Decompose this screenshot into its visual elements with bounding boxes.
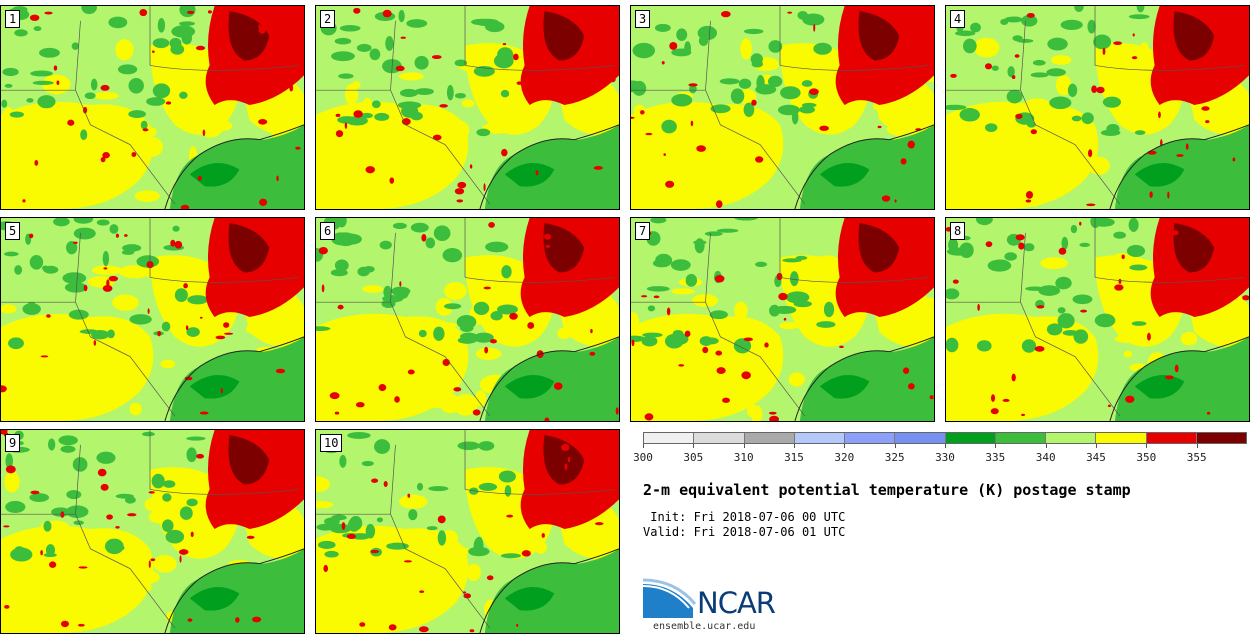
colorbar-swatch <box>794 433 845 443</box>
ensemble-member-panel: 9 <box>0 429 305 634</box>
member-number-label: 3 <box>635 10 651 28</box>
colorbar <box>643 432 1247 444</box>
theta-e-map <box>316 218 619 421</box>
colorbar-tickmark <box>894 444 896 448</box>
member-number-label: 6 <box>320 222 336 240</box>
colorbar-tickmark <box>743 444 745 448</box>
theta-e-map <box>316 430 619 633</box>
theta-e-map <box>1 218 304 421</box>
colorbar-tick-label: 340 <box>1035 451 1056 464</box>
ensemble-member-panel: 2 <box>315 5 620 210</box>
colorbar-swatch <box>845 433 896 443</box>
colorbar-tick-label: 350 <box>1136 451 1157 464</box>
ensemble-member-panel: 8 <box>945 217 1250 422</box>
ensemble-member-panel: 7 <box>630 217 935 422</box>
plot-title: 2-m equivalent potential temperature (K)… <box>643 481 1131 499</box>
theta-e-map <box>946 6 1249 209</box>
colorbar-tick-label: 335 <box>985 451 1006 464</box>
theta-e-map <box>631 218 934 421</box>
colorbar-swatch <box>744 433 795 443</box>
theta-e-map <box>631 6 934 209</box>
ensemble-member-panel: 10 <box>315 429 620 634</box>
colorbar-tick-label: 315 <box>784 451 804 464</box>
colorbar-tickmark <box>1096 444 1097 448</box>
theta-e-map <box>946 218 1249 421</box>
ensemble-member-panel: 1 <box>0 5 305 210</box>
theta-e-map <box>316 6 619 209</box>
colorbar-tick-label: 305 <box>683 451 704 464</box>
member-number-label: 7 <box>635 222 651 240</box>
colorbar-tickmark <box>643 444 644 448</box>
ensemble-member-panel: 4 <box>945 5 1250 210</box>
ensemble-member-panel: 6 <box>315 217 620 422</box>
colorbar-tick-label: 325 <box>884 451 905 464</box>
member-number-label: 8 <box>950 222 966 240</box>
colorbar-swatch <box>644 433 695 443</box>
colorbar-tick-label: 310 <box>733 451 754 464</box>
website-url: ensemble.ucar.edu <box>653 621 756 632</box>
colorbar-tick-label: 300 <box>633 451 653 464</box>
colorbar-tickmark <box>693 444 695 448</box>
member-number-label: 4 <box>950 10 966 28</box>
member-number-label: 10 <box>320 434 343 452</box>
member-number-label: 5 <box>5 222 21 240</box>
colorbar-swatch <box>895 433 946 443</box>
colorbar-tick-label: 345 <box>1086 451 1106 464</box>
member-number-label: 2 <box>320 10 336 28</box>
ensemble-member-panel: 5 <box>0 217 305 422</box>
colorbar-tickmark <box>995 444 997 448</box>
colorbar-tickmark <box>794 444 795 448</box>
member-number-label: 1 <box>5 10 21 28</box>
colorbar-tickmark <box>1196 444 1198 448</box>
ncar-logo-icon <box>643 578 697 618</box>
colorbar-tick-label: 320 <box>834 451 855 464</box>
colorbar-swatch <box>1046 433 1097 443</box>
colorbar-swatch <box>1096 433 1147 443</box>
colorbar-tickmark <box>945 444 946 448</box>
colorbar-tick-label: 330 <box>935 451 955 464</box>
colorbar-tick-label: 355 <box>1186 451 1207 464</box>
colorbar-swatch <box>694 433 745 443</box>
member-number-label: 9 <box>5 434 21 452</box>
colorbar-tickmark <box>1146 444 1148 448</box>
ensemble-member-panel: 3 <box>630 5 935 210</box>
colorbar-swatch <box>995 433 1046 443</box>
theta-e-map <box>1 430 304 633</box>
valid-time: Valid: Fri 2018-07-06 01 UTC <box>643 525 846 539</box>
theta-e-map <box>1 6 304 209</box>
ncar-logo-text: NCAR <box>697 586 776 620</box>
colorbar-swatch <box>945 433 996 443</box>
init-time: Init: Fri 2018-07-06 00 UTC <box>643 510 846 524</box>
colorbar-swatch <box>1196 433 1246 443</box>
colorbar-tickmark <box>844 444 846 448</box>
colorbar-swatch <box>1146 433 1197 443</box>
colorbar-tickmark <box>1045 444 1047 448</box>
